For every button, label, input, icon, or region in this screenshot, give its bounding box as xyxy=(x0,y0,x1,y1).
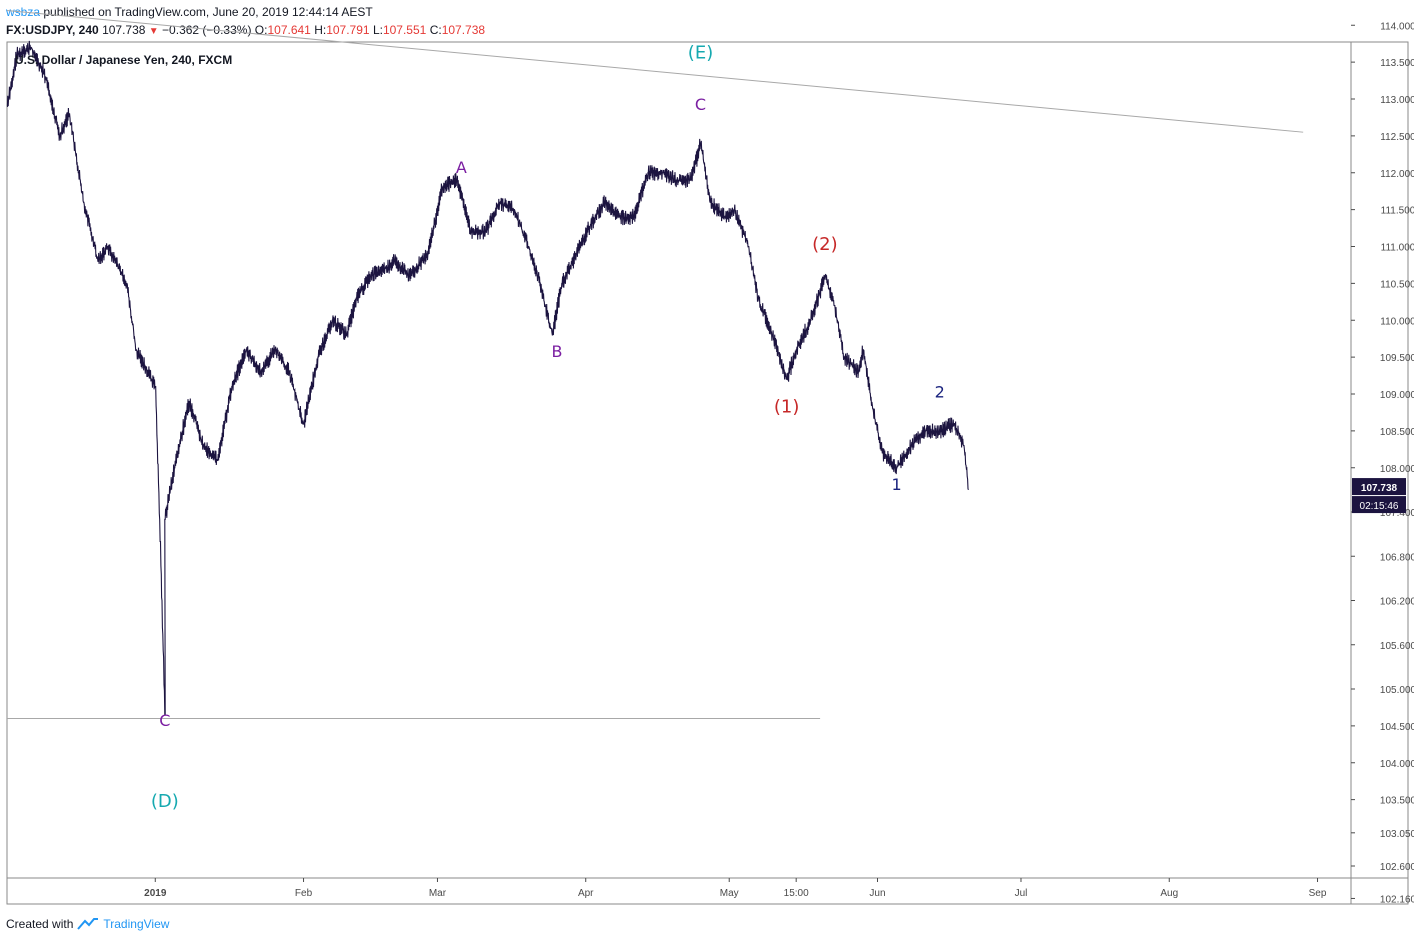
wave-label-8[interactable]: 2 xyxy=(935,383,945,402)
wave-label-7[interactable]: (1) xyxy=(774,396,800,417)
trendline-1[interactable] xyxy=(6,10,1304,133)
time-tick-label: Feb xyxy=(295,888,313,899)
wave-label-6[interactable]: (2) xyxy=(812,234,838,255)
close-label: C: xyxy=(429,23,442,37)
chart-frame xyxy=(6,41,1409,905)
price-tick-label: 105.000 xyxy=(1380,685,1414,696)
price-tick-label: 107.400 xyxy=(1380,508,1414,519)
ohlc-legend: FX:USDJPY, 240 107.738 ▼ −0.362 (−0.33%)… xyxy=(6,23,485,37)
wave-label-9[interactable]: 1 xyxy=(892,475,902,494)
wave-label-2[interactable]: (E) xyxy=(688,42,713,63)
price-tick-label: 113.000 xyxy=(1380,95,1414,106)
price-tick-label: 113.500 xyxy=(1380,58,1414,69)
wave-label-11[interactable]: (D) xyxy=(151,791,179,812)
time-tick-label: May xyxy=(720,888,739,899)
price-tick-label: 104.500 xyxy=(1380,722,1414,733)
price-tick-label: 108.500 xyxy=(1380,427,1414,438)
price-tick-label: 109.500 xyxy=(1380,353,1414,364)
open-label: O: xyxy=(254,23,268,37)
price-tick-label: 105.600 xyxy=(1380,641,1414,652)
time-tick-label: Jul xyxy=(1015,888,1028,899)
price-tick-label: 103.500 xyxy=(1380,796,1414,807)
price-tick-label: 102.160 xyxy=(1380,894,1414,905)
open-value: 107.641 xyxy=(267,23,311,37)
high-label: H: xyxy=(314,23,327,37)
countdown-tag xyxy=(1352,496,1406,514)
down-triangle-icon: ▼ xyxy=(148,26,159,37)
price-tick-label: 110.500 xyxy=(1380,279,1414,290)
chart-title: U.S. Dollar / Japanese Yen, 240, FXCM xyxy=(15,53,232,67)
price-tick-label: 108.000 xyxy=(1380,464,1414,475)
price-series-line xyxy=(6,40,969,716)
tradingview-link[interactable]: TradingView xyxy=(103,917,170,931)
change-value: −0.362 (−0.33%) xyxy=(162,23,252,37)
price-tick-label: 111.500 xyxy=(1381,206,1414,217)
last-price: 107.738 xyxy=(102,23,146,37)
footer: Created with TradingView xyxy=(6,917,169,931)
wave-label-10[interactable]: C xyxy=(159,711,170,730)
time-tick-label: Jun xyxy=(869,888,885,899)
price-tick-label: 114.000 xyxy=(1380,21,1414,32)
price-tick-label: 102.600 xyxy=(1380,862,1414,873)
price-tick-label: 103.050 xyxy=(1380,829,1414,840)
time-tick-label: Aug xyxy=(1160,888,1178,899)
high-value: 107.791 xyxy=(326,23,370,37)
price-tick-label: 110.000 xyxy=(1380,316,1414,327)
price-tick-label: 104.000 xyxy=(1380,759,1414,770)
price-tick-label: 112.000 xyxy=(1380,169,1414,180)
time-tick-label: 15:00 xyxy=(784,888,809,899)
price-tick-label: 111.000 xyxy=(1381,243,1414,254)
price-tick-label: 109.000 xyxy=(1380,390,1414,401)
time-tick-label: Apr xyxy=(578,888,594,899)
close-value: 107.738 xyxy=(441,23,486,37)
wave-label-4[interactable]: A xyxy=(456,158,467,177)
price-tick-label: 106.800 xyxy=(1380,552,1414,563)
price-tick-label: 106.200 xyxy=(1380,597,1414,608)
time-tick-label: Sep xyxy=(1309,888,1327,899)
price-tick-label: 112.500 xyxy=(1380,132,1414,143)
wave-label-3[interactable]: C xyxy=(695,95,706,114)
wave-label-5[interactable]: B xyxy=(552,342,563,361)
time-tick-label: 2019 xyxy=(144,888,167,899)
symbol-label[interactable]: FX:USDJPY, 240 xyxy=(6,23,99,37)
created-with-text: Created with xyxy=(6,917,74,931)
countdown-label: 02:15:46 xyxy=(1360,501,1399,512)
last-price-tag-label: 107.738 xyxy=(1361,483,1398,494)
tradingview-logo-icon xyxy=(77,918,99,930)
low-label: L: xyxy=(372,23,383,37)
low-value: 107.551 xyxy=(382,23,427,37)
last-price-tag xyxy=(1352,478,1406,496)
published-text: published on TradingView.com, June 20, 2… xyxy=(43,5,373,19)
time-tick-label: Mar xyxy=(429,888,447,899)
